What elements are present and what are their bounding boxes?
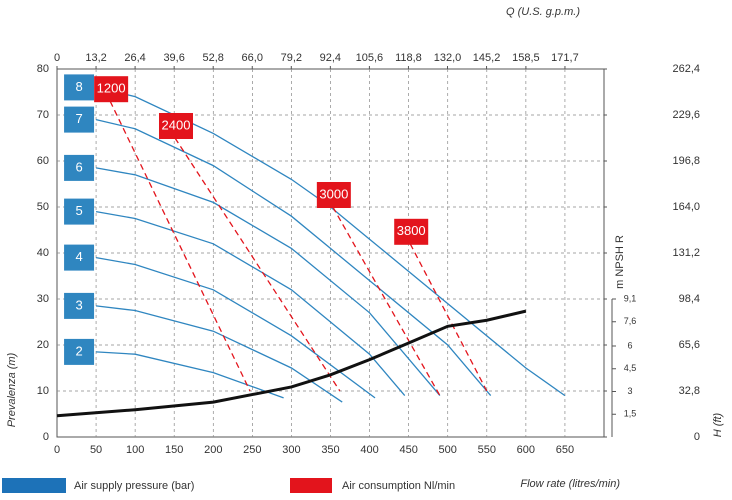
y2-tick-label: 0 xyxy=(694,431,700,443)
y2-tick-label: 98,4 xyxy=(679,293,700,305)
y-tick-label: 50 xyxy=(37,201,49,213)
air-label: 2400 xyxy=(162,117,191,132)
x-axis-title: Flow rate (litres/min) xyxy=(520,478,620,490)
pressure-curve xyxy=(95,167,441,397)
npsh-curve xyxy=(56,309,527,418)
x-tick-label: 550 xyxy=(478,444,496,456)
y2-tick-label: 131,2 xyxy=(672,247,700,259)
pressure-label: 4 xyxy=(75,249,82,264)
y3-tick-label: 1,5 xyxy=(624,409,637,419)
air-label-box xyxy=(94,76,129,103)
x-tick-label: 500 xyxy=(439,444,457,456)
y2-axis-title: H (ft) xyxy=(712,412,724,437)
air-label-box xyxy=(158,113,193,139)
x2-tick-label: 0 xyxy=(54,52,60,64)
x-tick-label: 0 xyxy=(54,444,60,456)
y3-axis-title: m NPSH R xyxy=(614,235,626,289)
pressure-label: 5 xyxy=(75,203,82,218)
air-label: 3000 xyxy=(319,186,348,201)
x2-tick-label: 13,2 xyxy=(85,52,106,64)
y-tick-label: 0 xyxy=(43,431,49,443)
x-tick-label: 200 xyxy=(204,444,222,456)
y3-tick-label: 6 xyxy=(627,340,632,350)
x2-tick-label: 52,8 xyxy=(202,52,223,64)
x2-tick-label: 66,0 xyxy=(242,52,263,64)
x2-tick-label: 79,2 xyxy=(281,52,302,64)
y-tick-label: 10 xyxy=(37,385,49,397)
air-consumption-line xyxy=(409,243,488,392)
x-tick-label: 400 xyxy=(360,444,378,456)
air-label-box xyxy=(316,182,351,208)
pressure-label-box xyxy=(64,244,95,271)
y-tick-label: 40 xyxy=(37,247,49,259)
x-tick-label: 450 xyxy=(399,444,417,456)
y-tick-label: 60 xyxy=(37,155,49,167)
air-label: 3800 xyxy=(397,223,426,238)
y3-tick-label: 3 xyxy=(627,386,632,396)
air-consumption-line xyxy=(332,206,441,396)
x2-tick-label: 132,0 xyxy=(434,52,462,64)
y-tick-label: 20 xyxy=(37,339,49,351)
y2-tick-label: 196,8 xyxy=(672,155,700,167)
x-tick-label: 50 xyxy=(90,444,102,456)
y-axis-title: Prevalenza (m) xyxy=(6,352,18,427)
pressure-curve xyxy=(96,351,284,399)
x-tick-label: 650 xyxy=(556,444,574,456)
legend-label: Air supply pressure (bar) xyxy=(74,480,194,492)
x2-tick-label: 92,4 xyxy=(320,52,341,64)
x2-axis-title: Q (U.S. g.p.m.) xyxy=(506,6,580,18)
legend-swatch xyxy=(290,478,332,493)
pressure-label-box xyxy=(64,338,95,365)
x2-tick-label: 39,6 xyxy=(163,52,184,64)
pressure-label-box xyxy=(64,74,95,101)
pressure-label-box xyxy=(64,106,95,133)
air-label: 1200 xyxy=(97,81,126,96)
pressure-label: 2 xyxy=(75,343,82,358)
pressure-curve xyxy=(95,210,406,397)
x2-tick-label: 145,2 xyxy=(473,52,501,64)
pressure-curve xyxy=(95,305,343,403)
pressure-label-box xyxy=(64,292,95,319)
y2-tick-label: 65,6 xyxy=(679,339,700,351)
legend-swatch xyxy=(2,478,66,493)
pressure-label-box xyxy=(64,154,95,181)
y-tick-label: 70 xyxy=(37,109,49,121)
pressure-label: 8 xyxy=(75,79,82,94)
air-label-box xyxy=(394,218,429,245)
y-tick-label: 30 xyxy=(37,293,49,305)
x-tick-label: 250 xyxy=(243,444,261,456)
pressure-curve xyxy=(95,118,492,397)
air-consumption-line xyxy=(174,137,341,392)
pressure-curve xyxy=(95,256,376,399)
y3-tick-label: 9,1 xyxy=(624,293,637,303)
y2-tick-label: 229,6 xyxy=(672,109,700,121)
x2-tick-label: 118,8 xyxy=(395,52,422,64)
x2-tick-label: 158,5 xyxy=(512,52,540,64)
x-tick-label: 150 xyxy=(165,444,183,456)
pressure-label: 3 xyxy=(75,297,82,312)
y2-tick-label: 164,0 xyxy=(672,201,700,213)
x2-tick-label: 171,7 xyxy=(551,52,579,64)
y-tick-label: 80 xyxy=(37,63,49,75)
legend-label: Air consumption Nl/min xyxy=(342,480,455,492)
pressure-label: 7 xyxy=(75,111,82,126)
x2-tick-label: 105,6 xyxy=(356,52,384,64)
air-consumption-line xyxy=(109,100,251,392)
y3-tick-label: 7,6 xyxy=(624,316,637,326)
x2-tick-label: 26,4 xyxy=(124,52,145,64)
y3-tick-label: 4,5 xyxy=(624,363,637,373)
pressure-label: 6 xyxy=(75,159,82,174)
x-tick-label: 100 xyxy=(126,444,144,456)
pressure-label-box xyxy=(64,198,95,225)
x-tick-label: 350 xyxy=(321,444,339,456)
x-tick-label: 300 xyxy=(282,444,300,456)
x-tick-label: 600 xyxy=(517,444,535,456)
y2-tick-label: 32,8 xyxy=(679,385,700,397)
y2-tick-label: 262,4 xyxy=(672,63,700,75)
